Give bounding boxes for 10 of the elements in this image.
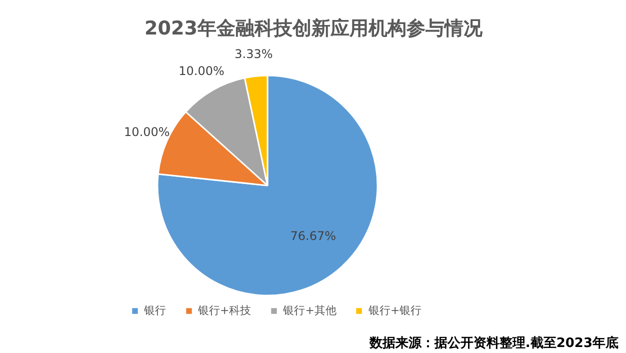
legend-label: 银行+科技 [198, 303, 252, 318]
source-note: 数据来源：据公开资料整理.截至2023年底 [368, 335, 619, 351]
legend-label: 银行+其他 [283, 303, 336, 318]
chart-title: 2023年金融科技创新应用机构参与情况 [144, 18, 484, 40]
data-label: 76.67% [290, 229, 336, 244]
data-label: 3.33% [234, 47, 273, 62]
data-label: 10.00% [124, 124, 170, 139]
legend-label: 银行 [144, 303, 166, 318]
data-label: 10.00% [178, 64, 224, 78]
legend-label: 银行+银行 [368, 303, 422, 318]
